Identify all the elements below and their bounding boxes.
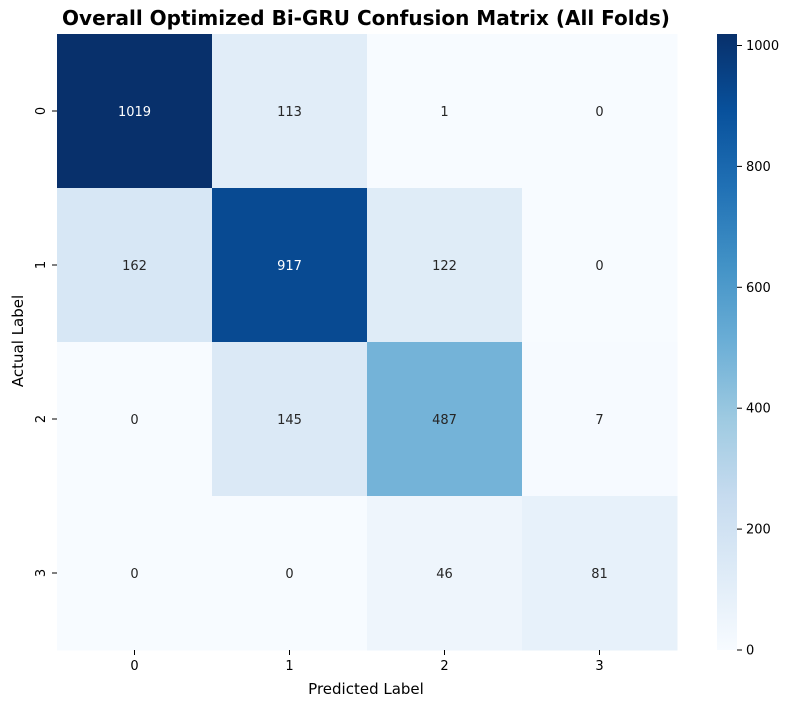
colorbar-tick-label-1: 200: [746, 523, 771, 538]
heatmap-cell-r0-c1: [212, 34, 368, 189]
x-tick-label-2: 2: [440, 659, 448, 674]
cell-value-r0-c2: 1: [440, 105, 448, 120]
x-axis-ticks: 0 1 2 3: [130, 650, 604, 674]
heatmap-cell-r3-c2: [367, 496, 523, 651]
cell-value-r0-c3: 0: [595, 105, 603, 120]
cell-value-r1-c2: 122: [432, 259, 457, 274]
y-tick-label-1: 1: [34, 261, 49, 269]
cell-value-r2-c2: 487: [432, 413, 457, 428]
x-tick-label-0: 0: [130, 659, 138, 674]
colorbar-tick-label-2: 400: [746, 402, 771, 417]
colorbar-tick-label-3: 600: [746, 281, 771, 296]
cell-value-r1-c3: 0: [595, 259, 603, 274]
x-axis-label: Predicted Label: [308, 680, 424, 698]
cell-value-r1-c0: 162: [122, 259, 147, 274]
heatmap-cell-r1-c0: [57, 188, 213, 343]
colorbar-ticks: 0 200 400 600 800 1000: [737, 39, 779, 659]
x-tick-label-1: 1: [285, 659, 293, 674]
cell-value-r3-c2: 46: [436, 567, 453, 582]
colorbar-tick-label-0: 0: [746, 644, 754, 659]
y-tick-label-3: 3: [34, 569, 49, 577]
heatmap-cell-r3-c3: [522, 496, 678, 651]
heatmap-cell-r2-c0: [57, 342, 213, 497]
heatmap-cell-labels: 1019 113 1 0 162 917 122 0 0 145 487 7 0 0 46 81: [118, 105, 608, 582]
cell-value-r0-c0: 1019: [118, 105, 151, 120]
heatmap-cell-r0-c2: [367, 34, 523, 189]
cell-value-r2-c0: 0: [130, 413, 138, 428]
colorbar-tick-label-4: 800: [746, 160, 771, 175]
heatmap-cell-r2-c3: [522, 342, 678, 497]
heatmap-cell-r2-c2: [367, 342, 523, 497]
cell-value-r3-c0: 0: [130, 567, 138, 582]
heatmap-cell-r1-c2: [367, 188, 523, 343]
heatmap-cell-r1-c3: [522, 188, 678, 343]
heatmap-cell-r0-c0: [57, 34, 213, 189]
colorbar-tick-label-5: 1000: [746, 39, 779, 54]
y-axis-label: Actual Label: [9, 295, 27, 387]
heatmap-cell-r3-c1: [212, 496, 368, 651]
chart-title: Overall Optimized Bi-GRU Confusion Matri…: [62, 6, 670, 30]
y-tick-label-0: 0: [34, 107, 49, 115]
colorbar: [717, 34, 737, 650]
y-axis-ticks: 0 1 2 3: [34, 107, 57, 577]
x-tick-label-3: 3: [595, 659, 603, 674]
cell-value-r3-c3: 81: [591, 567, 608, 582]
cell-value-r1-c1: 917: [277, 259, 302, 274]
cell-value-r2-c3: 7: [595, 413, 603, 428]
cell-value-r2-c1: 145: [277, 413, 302, 428]
heatmap-cell-r1-c1: [212, 188, 368, 343]
y-tick-label-2: 2: [34, 415, 49, 423]
cell-value-r0-c1: 113: [277, 105, 302, 120]
heatmap-cell-r0-c3: [522, 34, 678, 189]
heatmap-cell-r2-c1: [212, 342, 368, 497]
heatmap-cell-r3-c0: [57, 496, 213, 651]
cell-value-r3-c1: 0: [285, 567, 293, 582]
heatmap-cells: [57, 34, 678, 651]
